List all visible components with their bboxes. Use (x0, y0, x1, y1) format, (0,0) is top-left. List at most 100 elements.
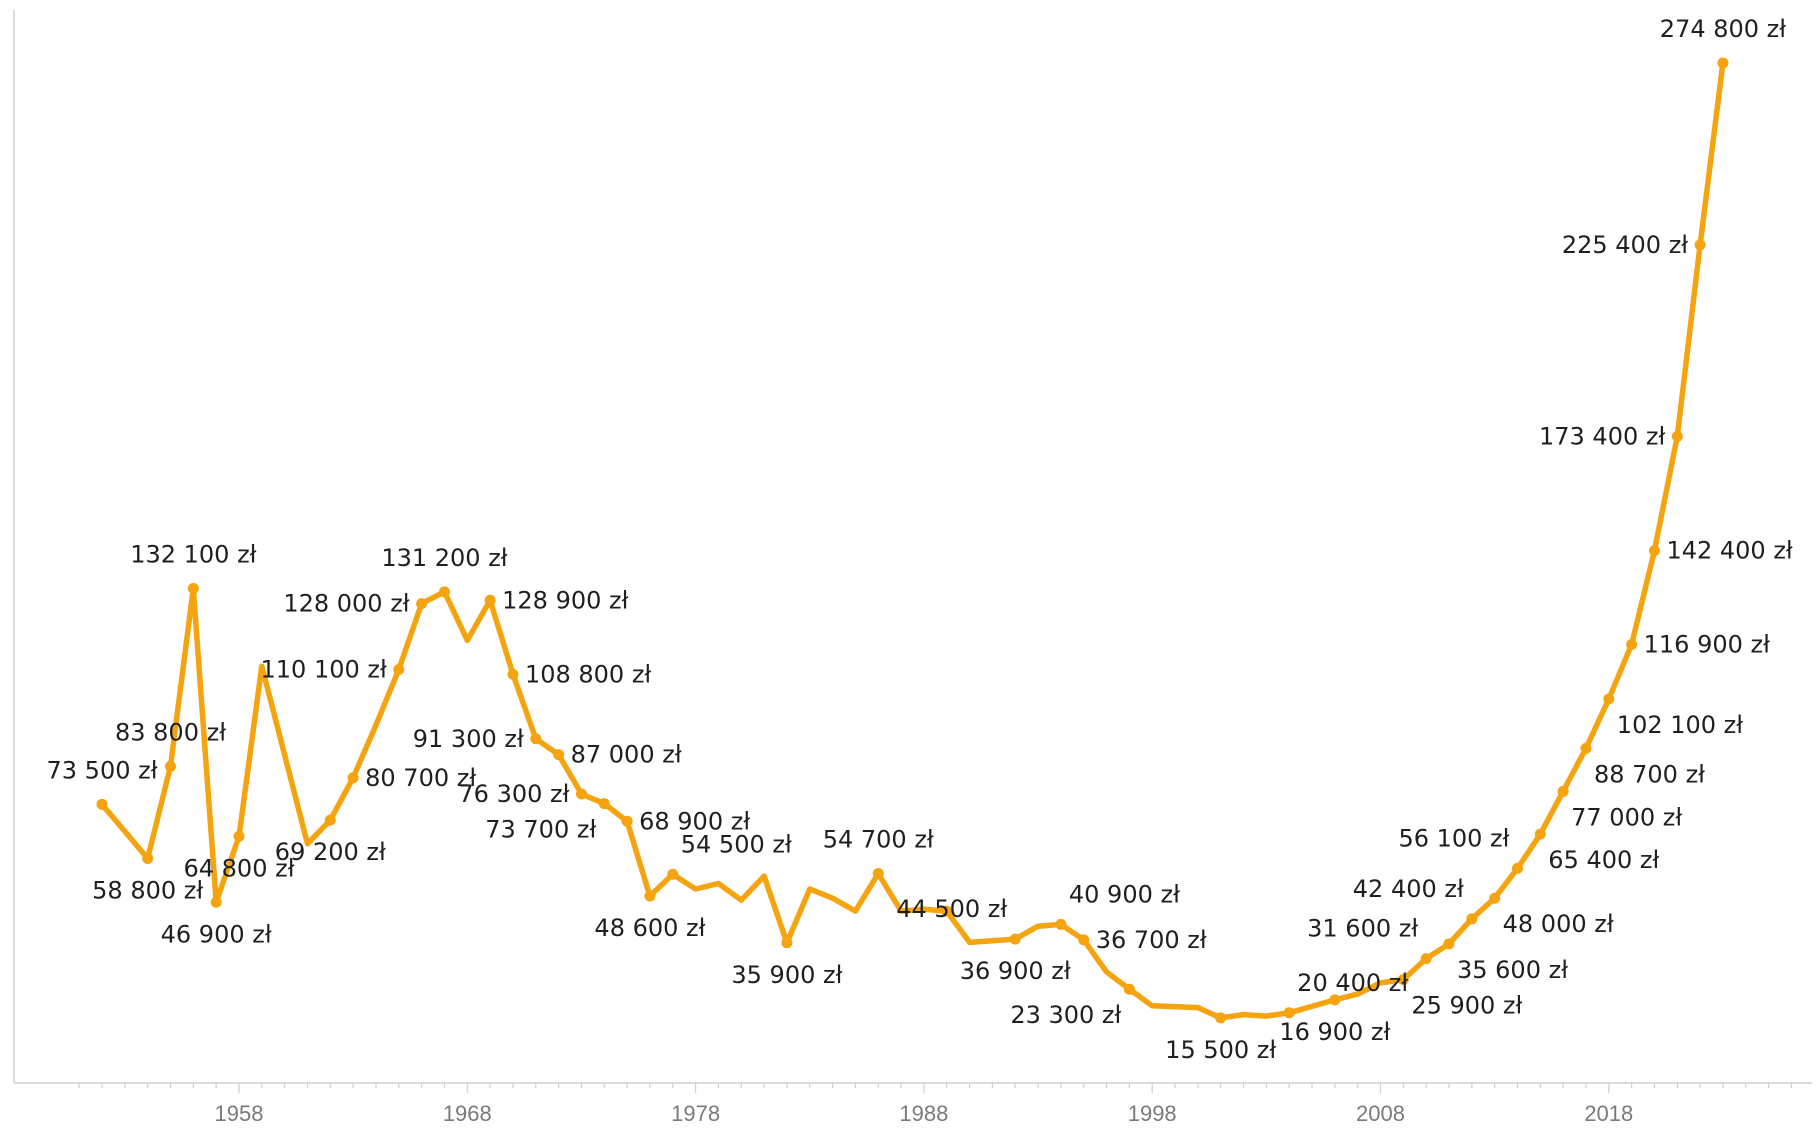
data-label: 40 900 zł (1069, 880, 1180, 908)
data-label: 20 400 zł (1297, 969, 1408, 997)
data-label: 102 100 zł (1617, 711, 1743, 739)
data-label: 65 400 zł (1548, 846, 1659, 874)
data-label: 132 100 zł (130, 541, 256, 569)
data-point (1397, 974, 1409, 986)
data-label: 48 000 zł (1503, 910, 1614, 938)
data-label: 31 600 zł (1307, 915, 1418, 943)
data-point (941, 905, 953, 917)
data-label: 48 600 zł (594, 914, 705, 942)
data-labels: 73 500 zł 58 800 zł 83 800 zł 132 100 zł 46 … (47, 15, 1793, 1064)
data-point (1580, 742, 1592, 754)
data-label: 128 900 zł (502, 586, 628, 614)
data-label: 88 700 zł (1594, 760, 1705, 788)
series-markers (96, 57, 1729, 1024)
data-label: 91 300 zł (413, 725, 524, 753)
data-label: 73 700 zł (485, 816, 596, 844)
data-point (1123, 983, 1135, 995)
data-label: 35 900 zł (731, 961, 842, 989)
data-label: 73 500 zł (47, 756, 158, 784)
data-label: 87 000 zł (571, 741, 682, 769)
data-label: 274 800 zł (1660, 15, 1786, 43)
data-point (324, 814, 336, 826)
data-point (1626, 638, 1638, 650)
data-point (1557, 785, 1569, 797)
data-point (1443, 938, 1455, 950)
data-point (210, 896, 222, 908)
data-label: 77 000 zł (1571, 803, 1682, 831)
x-axis-ticks: 1958 1968 1978 1988 1998 2008 2018 (78, 1083, 1793, 1126)
data-label: 173 400 zł (1539, 422, 1665, 450)
data-label: 83 800 zł (115, 718, 226, 746)
data-point (1534, 828, 1546, 840)
data-point (1717, 57, 1729, 69)
data-point (1603, 693, 1615, 705)
data-point (165, 760, 177, 772)
data-point (96, 798, 108, 810)
data-point (553, 749, 565, 761)
data-point (1511, 862, 1523, 874)
data-label: 54 700 zł (823, 826, 934, 854)
data-label: 76 300 zł (458, 780, 569, 808)
data-point (484, 594, 496, 606)
data-label: 36 900 zł (960, 957, 1071, 985)
data-point (393, 664, 405, 676)
data-label: 64 800 zł (183, 854, 294, 882)
data-label: 69 200 zł (275, 838, 386, 866)
data-label: 16 900 zł (1279, 1018, 1390, 1046)
data-label: 80 700 zł (365, 764, 476, 792)
data-label: 23 300 zł (1010, 1001, 1121, 1029)
data-point (1489, 892, 1501, 904)
data-point (416, 598, 428, 610)
x-tick-label: 2008 (1356, 1101, 1405, 1126)
data-point (575, 788, 587, 800)
x-tick-label: 1988 (899, 1101, 948, 1126)
data-point (1009, 933, 1021, 945)
data-label: 68 900 zł (639, 807, 750, 835)
data-point (1055, 918, 1067, 930)
data-label: 44 500 zł (896, 895, 1007, 923)
data-point (187, 583, 199, 595)
data-label: 56 100 zł (1398, 824, 1509, 852)
data-label: 35 600 zł (1457, 956, 1568, 984)
data-label: 46 900 zł (161, 920, 272, 948)
data-label: 116 900 zł (1644, 630, 1770, 658)
data-point (1420, 953, 1432, 965)
data-point (1215, 1012, 1227, 1024)
data-label: 54 500 zł (681, 830, 792, 858)
data-label: 42 400 zł (1353, 875, 1464, 903)
data-label: 15 500 zł (1165, 1036, 1276, 1064)
data-point (347, 772, 359, 784)
data-point (667, 868, 679, 880)
data-point (1671, 430, 1683, 442)
data-point (1694, 239, 1706, 251)
data-point (1466, 913, 1478, 925)
data-label: 131 200 zł (381, 544, 507, 572)
data-point (1078, 934, 1090, 946)
data-point (598, 798, 610, 810)
x-tick-label: 1998 (1128, 1101, 1177, 1126)
data-point (530, 733, 542, 745)
data-label: 108 800 zł (525, 660, 651, 688)
data-point (507, 668, 519, 680)
x-tick-label: 2018 (1584, 1101, 1633, 1126)
data-point (621, 815, 633, 827)
series-line (99, 60, 1726, 1021)
x-tick-label: 1968 (443, 1101, 492, 1126)
data-label: 128 000 zł (283, 590, 409, 618)
data-label: 58 800 zł (92, 876, 203, 904)
data-label: 142 400 zł (1666, 537, 1792, 565)
data-point (1283, 1007, 1295, 1019)
data-point (781, 937, 793, 949)
data-point (644, 890, 656, 902)
data-label: 36 700 zł (1096, 926, 1207, 954)
data-label: 225 400 zł (1562, 231, 1688, 259)
data-point (233, 830, 245, 842)
data-label: 25 900 zł (1411, 992, 1522, 1020)
data-point (1329, 994, 1341, 1006)
x-tick-label: 1978 (671, 1101, 720, 1126)
data-point (1648, 545, 1660, 557)
data-label: 110 100 zł (261, 656, 387, 684)
data-point (872, 868, 884, 880)
data-point (438, 586, 450, 598)
